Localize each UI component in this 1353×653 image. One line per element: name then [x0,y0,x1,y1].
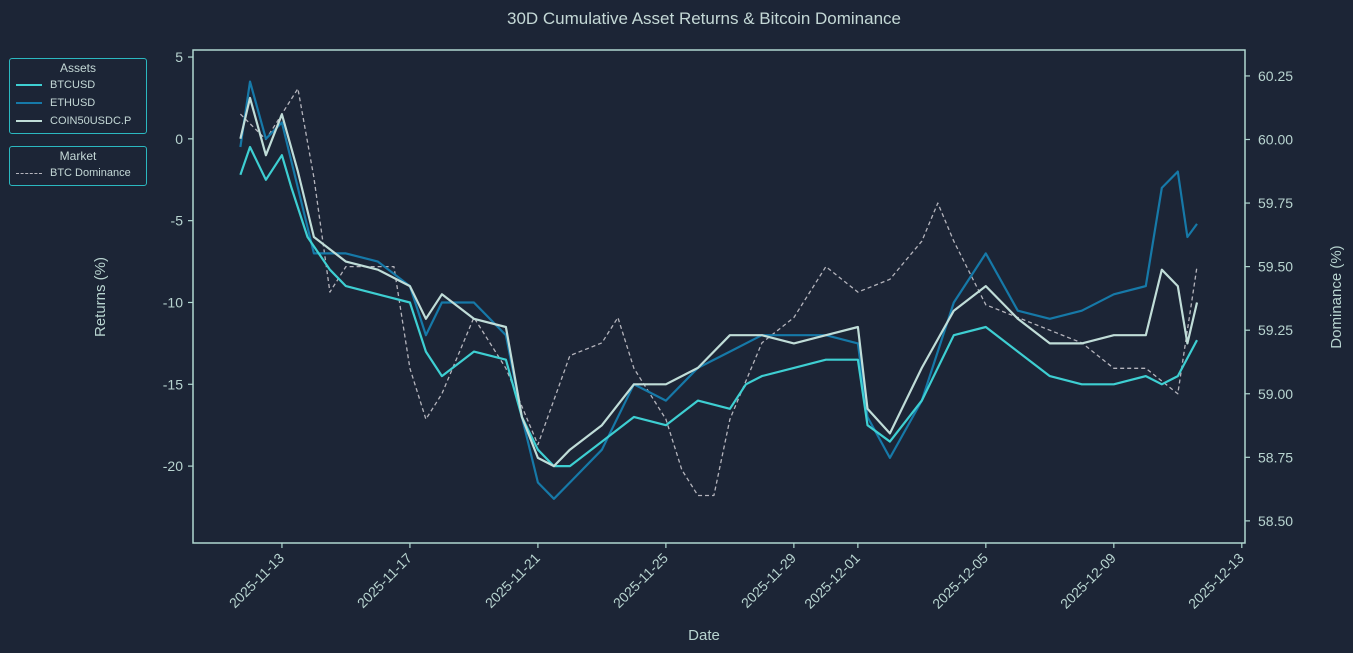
y2-tick-label: 59.00 [1258,386,1293,402]
legend-swatch [16,102,42,104]
y-tick-label: -5 [171,213,184,229]
legend-entry-coin50: COIN50USDC.P [16,112,140,130]
legend-title: Market [59,149,97,163]
legend-swatch [16,172,42,174]
y-tick-label: -20 [163,458,183,474]
legend-label: BTCUSD [50,79,96,91]
legend-market: Market BTC Dominance [9,146,147,186]
legend-entry-btc-dominance: BTC Dominance [16,164,140,182]
y-tick-label: -10 [163,294,183,310]
x-tick-label: 2025-12-05 [929,550,991,612]
plot-frame [192,49,1246,544]
x-tick-label: 2025-12-13 [1185,550,1247,612]
series-line-btcusd [239,145,1198,468]
legend-swatch [16,120,42,122]
y-tick-label: 0 [175,131,183,147]
x-tick-label: 2025-11-17 [354,550,415,611]
y2-axis-label: Dominance (%) [1328,245,1345,348]
y2-tick-label: 60.00 [1258,131,1293,147]
plot-area [239,80,1199,500]
y-tick-label: 5 [175,49,183,65]
x-tick-label: 2025-12-01 [801,550,863,612]
x-tick-label: 2025-11-25 [610,550,671,611]
y2-tick-label: 59.25 [1258,322,1293,338]
series-line-coin50usdc-p [239,96,1199,468]
y2-tick-label: 59.50 [1258,259,1293,275]
y2-tick-label: 58.75 [1258,449,1293,465]
legend-assets: Assets BTCUSD ETHUSD COIN50USDC.P [9,58,147,134]
y-axis-label: Returns (%) [92,257,109,337]
legend-label: COIN50USDC.P [50,115,132,127]
legend-swatch [16,84,42,86]
legend-label: ETHUSD [50,97,96,109]
x-tick-label: 2025-11-13 [226,550,287,611]
legend-title: Assets [59,61,96,75]
x-tick-label: 2025-11-29 [738,550,799,611]
x-axis-label: Date [688,627,720,644]
y2-tick-label: 58.50 [1258,513,1293,529]
y-tick-label: -15 [163,376,183,392]
x-tick-label: 2025-12-09 [1057,550,1119,612]
y2-tick-label: 60.25 [1258,68,1293,84]
chart-title: 30D Cumulative Asset Returns & Bitcoin D… [507,9,901,28]
legend-label: BTC Dominance [50,167,131,179]
axes: 5 0 -5 -10 -15 -20 60.25 60.00 59.75 59.50 59.25 59… [163,49,1293,612]
series-line-btc-dominance [239,87,1198,497]
legend-entry-ethusd: ETHUSD [16,94,140,112]
y2-tick-label: 59.75 [1258,195,1293,211]
legend-entry-btcusd: BTCUSD [16,76,140,94]
x-tick-label: 2025-11-21 [482,550,543,611]
series-line-ethusd [239,80,1198,500]
